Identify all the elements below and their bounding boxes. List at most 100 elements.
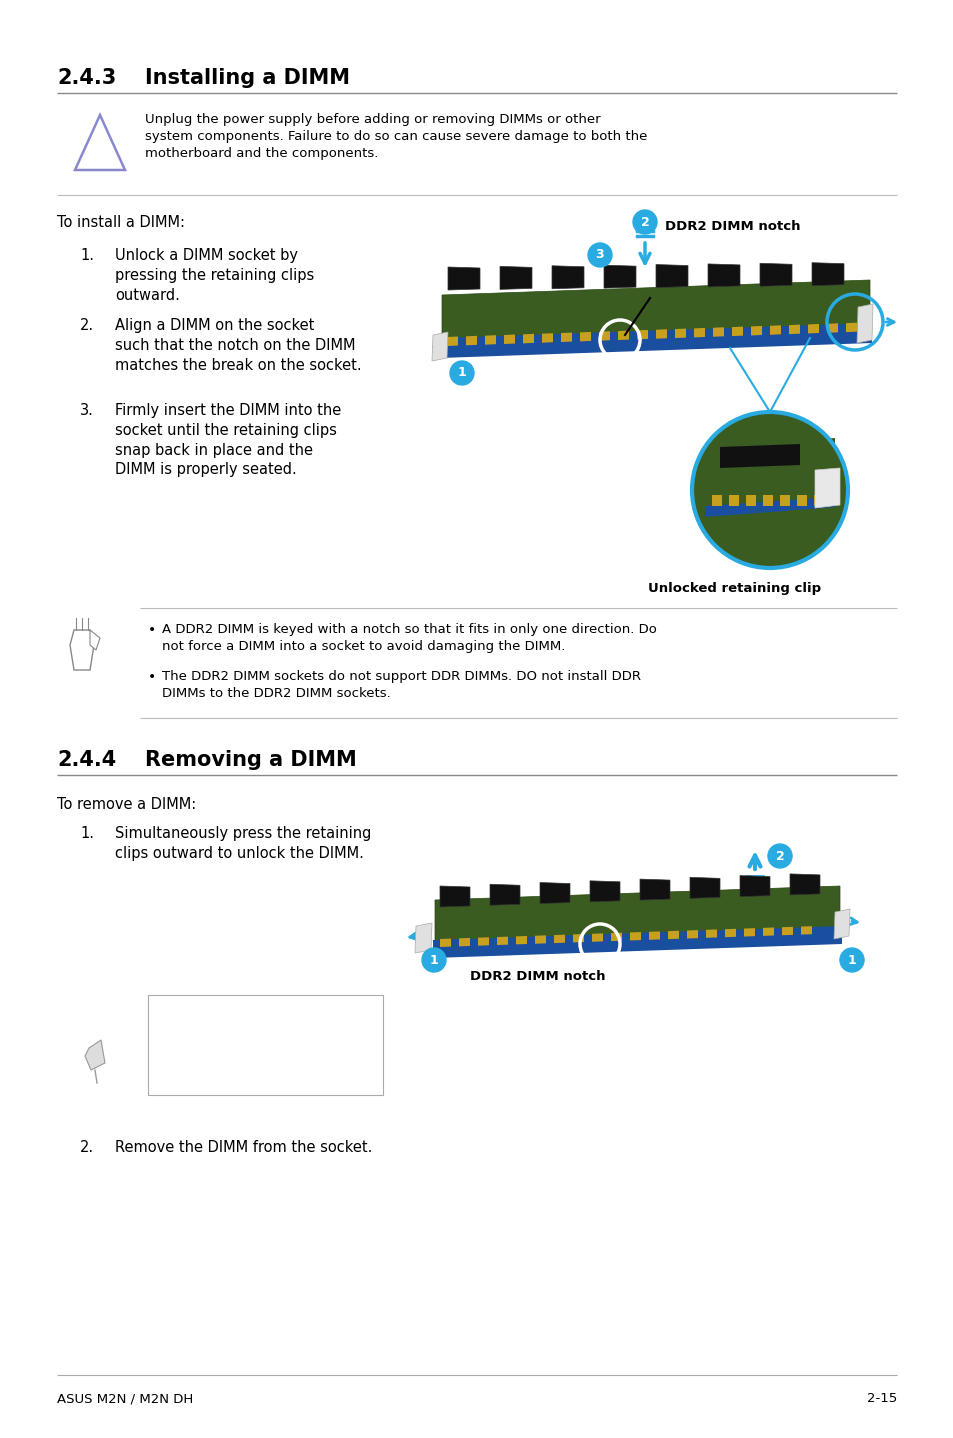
Polygon shape: [707, 265, 740, 288]
Text: The DDR2 DIMM sockets do not support DDR DIMMs. DO not install DDR
DIMMs to the : The DDR2 DIMM sockets do not support DDR…: [162, 670, 640, 700]
Polygon shape: [554, 935, 564, 943]
Circle shape: [421, 948, 446, 972]
Polygon shape: [618, 331, 628, 339]
Text: Remove the DIMM from the socket.: Remove the DIMM from the socket.: [115, 1140, 372, 1155]
Polygon shape: [610, 933, 621, 940]
Polygon shape: [712, 328, 723, 336]
Circle shape: [840, 948, 863, 972]
Polygon shape: [432, 332, 448, 361]
Text: 2.: 2.: [80, 318, 94, 334]
Polygon shape: [760, 263, 791, 286]
Text: Removing a DIMM: Removing a DIMM: [145, 751, 356, 769]
Polygon shape: [552, 266, 583, 289]
Polygon shape: [592, 933, 602, 942]
Text: Unlock a DIMM socket by
pressing the retaining clips
outward.: Unlock a DIMM socket by pressing the ret…: [115, 247, 314, 302]
Polygon shape: [637, 329, 647, 339]
Polygon shape: [762, 928, 773, 936]
Text: Align a DIMM on the socket
such that the notch on the DIMM
matches the break on : Align a DIMM on the socket such that the…: [115, 318, 361, 372]
Polygon shape: [728, 495, 739, 506]
Circle shape: [587, 243, 612, 267]
Polygon shape: [484, 335, 496, 345]
Polygon shape: [535, 935, 545, 943]
Polygon shape: [75, 115, 125, 170]
Polygon shape: [724, 929, 735, 938]
Polygon shape: [656, 329, 666, 339]
Polygon shape: [845, 322, 856, 332]
Polygon shape: [490, 884, 519, 906]
Polygon shape: [439, 886, 470, 907]
Polygon shape: [560, 332, 572, 342]
Polygon shape: [789, 874, 820, 894]
Text: 1.: 1.: [80, 825, 94, 841]
Polygon shape: [439, 324, 871, 358]
Polygon shape: [704, 439, 834, 506]
Polygon shape: [814, 467, 840, 508]
Text: 1.: 1.: [80, 247, 94, 263]
Polygon shape: [589, 881, 619, 902]
Circle shape: [633, 210, 657, 234]
Polygon shape: [807, 324, 818, 334]
Polygon shape: [833, 909, 849, 939]
Polygon shape: [435, 886, 840, 942]
Polygon shape: [497, 936, 507, 945]
Polygon shape: [541, 334, 553, 342]
Polygon shape: [811, 263, 843, 286]
Polygon shape: [720, 444, 800, 467]
Text: •: •: [148, 623, 156, 637]
Circle shape: [691, 413, 847, 568]
Polygon shape: [689, 877, 720, 899]
Polygon shape: [598, 331, 609, 341]
Polygon shape: [441, 280, 869, 339]
Text: Unplug the power supply before adding or removing DIMMs or other
system componen: Unplug the power supply before adding or…: [145, 114, 647, 160]
Text: Installing a DIMM: Installing a DIMM: [145, 68, 350, 88]
Text: A DDR2 DIMM is keyed with a notch so that it fits in only one direction. Do
not : A DDR2 DIMM is keyed with a notch so tha…: [162, 623, 657, 653]
Polygon shape: [439, 939, 451, 948]
Text: !: !: [95, 132, 104, 152]
Polygon shape: [70, 630, 94, 670]
Polygon shape: [415, 923, 432, 953]
Polygon shape: [90, 630, 100, 650]
Polygon shape: [788, 325, 800, 334]
Polygon shape: [448, 267, 479, 290]
Polygon shape: [516, 936, 526, 945]
Polygon shape: [667, 930, 679, 939]
Text: 1: 1: [429, 953, 438, 966]
Text: 1: 1: [457, 367, 466, 380]
FancyBboxPatch shape: [148, 995, 382, 1094]
Polygon shape: [686, 930, 698, 939]
Polygon shape: [648, 932, 659, 940]
Polygon shape: [477, 938, 489, 946]
Polygon shape: [769, 325, 781, 335]
Polygon shape: [705, 929, 717, 938]
Text: Firmly insert the DIMM into the
socket until the retaining clips
snap back in pl: Firmly insert the DIMM into the socket u…: [115, 403, 341, 477]
Circle shape: [767, 844, 791, 869]
Polygon shape: [750, 326, 761, 335]
Polygon shape: [826, 324, 837, 332]
Polygon shape: [503, 335, 515, 344]
Text: To install a DIMM:: To install a DIMM:: [57, 216, 185, 230]
Polygon shape: [675, 329, 685, 338]
Polygon shape: [813, 495, 823, 506]
Polygon shape: [762, 495, 772, 506]
Text: 3: 3: [595, 249, 603, 262]
Polygon shape: [656, 265, 687, 288]
Text: To remove a DIMM:: To remove a DIMM:: [57, 797, 196, 812]
Polygon shape: [629, 932, 640, 940]
Text: DDR2 DIMM notch: DDR2 DIMM notch: [664, 220, 800, 233]
Text: •: •: [148, 670, 156, 684]
Polygon shape: [447, 336, 457, 347]
Polygon shape: [603, 265, 636, 288]
Polygon shape: [711, 495, 721, 506]
Text: ASUS M2N / M2N DH: ASUS M2N / M2N DH: [57, 1392, 193, 1405]
Polygon shape: [458, 938, 470, 946]
Polygon shape: [743, 928, 754, 936]
Polygon shape: [856, 303, 872, 344]
Polygon shape: [499, 266, 532, 289]
Text: 1: 1: [846, 953, 856, 966]
Text: Simultaneously press the retaining
clips outward to unlock the DIMM.: Simultaneously press the retaining clips…: [115, 825, 371, 861]
Polygon shape: [693, 328, 704, 338]
Text: 2: 2: [775, 850, 783, 863]
Text: 2: 2: [640, 216, 649, 229]
Text: 2.4.4: 2.4.4: [57, 751, 116, 769]
Polygon shape: [465, 336, 476, 345]
